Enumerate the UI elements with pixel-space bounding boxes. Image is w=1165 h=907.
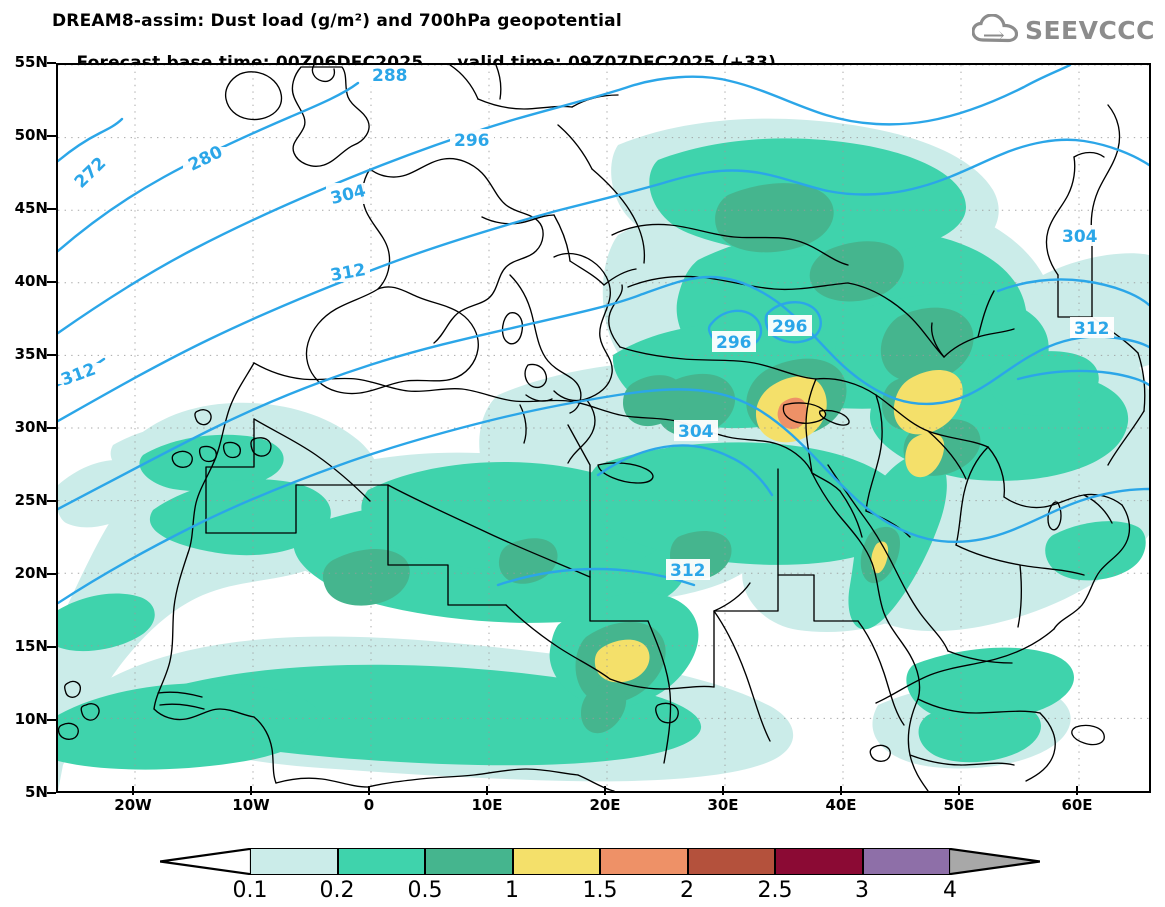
y-tick-label-50n: 50N <box>14 126 48 144</box>
y-tick-mark <box>47 135 56 137</box>
map-graticule <box>58 65 1149 791</box>
svg-text:296: 296 <box>772 317 808 337</box>
colorbar-under-arrow <box>160 848 251 875</box>
x-tick-mark <box>1076 786 1078 795</box>
dust-load-map[interactable]: 272 280 288 296 304 312 312 296 296 <box>58 65 1149 791</box>
y-tick-mark <box>47 62 56 64</box>
map-plot-area[interactable]: 272 280 288 296 304 312 312 296 296 <box>56 63 1151 793</box>
y-tick-label-40n: 40N <box>14 272 48 290</box>
x-tick-label-20e: 20E <box>589 796 621 814</box>
colorbar-tick-1: 1 <box>505 878 519 903</box>
svg-text:304: 304 <box>678 422 714 442</box>
colorbar-segment-1 <box>337 848 425 875</box>
y-tick-label-30n: 30N <box>14 418 48 436</box>
svg-text:304: 304 <box>1062 227 1098 247</box>
coastlines-and-borders <box>58 65 1146 791</box>
y-tick-label-35n: 35N <box>14 345 48 363</box>
colorbar-tick-2_5: 2.5 <box>757 878 793 903</box>
y-tick-label-20n: 20N <box>14 564 48 582</box>
colorbar-over-arrow <box>949 848 1040 875</box>
colorbar-tick-2: 2 <box>680 878 694 903</box>
y-tick-label-15n: 15N <box>14 637 48 655</box>
chart-header: DREAM8-assim: Dust load (g/m²) and 700hP… <box>0 0 1165 73</box>
svg-text:312: 312 <box>1074 319 1110 339</box>
y-tick-mark <box>47 281 56 283</box>
colorbar-tick-1_5: 1.5 <box>582 878 618 903</box>
y-tick-label-10n: 10N <box>14 710 48 728</box>
colorbar-segment-3 <box>512 848 600 875</box>
svg-text:288: 288 <box>372 66 408 86</box>
contour-labels: 272 280 288 296 304 312 312 296 296 <box>58 65 1114 581</box>
y-tick-mark <box>47 573 56 575</box>
x-tick-mark <box>132 786 134 795</box>
x-tick-label-50e: 50E <box>943 796 975 814</box>
colorbar-tick-0_1: 0.1 <box>232 878 268 903</box>
logo-text: SEEVCCC <box>1024 15 1155 45</box>
colorbar-segments <box>250 848 950 875</box>
x-tick-mark <box>958 786 960 795</box>
x-tick-mark <box>486 786 488 795</box>
x-tick-label-40e: 40E <box>825 796 857 814</box>
y-tick-mark <box>47 427 56 429</box>
colorbar-segment-2 <box>425 848 513 875</box>
x-tick-label-30e: 30E <box>707 796 739 814</box>
y-tick-label-45n: 45N <box>14 199 48 217</box>
x-tick-mark <box>840 786 842 795</box>
x-tick-mark <box>250 786 252 795</box>
colorbar-tick-0_5: 0.5 <box>407 878 443 903</box>
x-tick-mark <box>368 786 370 795</box>
y-tick-mark <box>47 792 56 794</box>
svg-text:296: 296 <box>716 333 752 353</box>
colorbar-tick-3: 3 <box>855 878 869 903</box>
y-tick-mark <box>47 208 56 210</box>
colorbar[interactable] <box>160 848 1040 875</box>
dust-load-contour-fills <box>58 118 1149 791</box>
x-tick-mark <box>722 786 724 795</box>
colorbar-segment-5 <box>687 848 775 875</box>
svg-text:312: 312 <box>670 561 706 581</box>
colorbar-segment-7 <box>862 848 950 875</box>
y-tick-label-5n: 5N <box>25 783 48 801</box>
y-tick-mark <box>47 719 56 721</box>
x-tick-label-10w: 10W <box>232 796 270 814</box>
x-tick-mark <box>604 786 606 795</box>
y-tick-label-25n: 25N <box>14 491 48 509</box>
colorbar-tick-0_2: 0.2 <box>319 878 355 903</box>
x-tick-label-20w: 20W <box>114 796 152 814</box>
colorbar-segment-4 <box>600 848 688 875</box>
colorbar-segment-0 <box>250 848 338 875</box>
svg-text:296: 296 <box>454 131 490 151</box>
page-title: DREAM8-assim: Dust load (g/m²) and 700hP… <box>52 11 622 31</box>
y-tick-mark <box>47 646 56 648</box>
seevccc-logo: SEEVCCC <box>971 12 1155 48</box>
y-tick-mark <box>47 500 56 502</box>
x-tick-label-0: 0 <box>363 796 375 814</box>
colorbar-segment-6 <box>775 848 863 875</box>
colorbar-tick-4: 4 <box>943 878 957 903</box>
x-tick-label-60e: 60E <box>1061 796 1093 814</box>
cloud-arrow-icon <box>971 14 1018 43</box>
y-tick-mark <box>47 354 56 356</box>
y-tick-label-55n: 55N <box>14 53 48 71</box>
x-tick-label-10e: 10E <box>471 796 503 814</box>
